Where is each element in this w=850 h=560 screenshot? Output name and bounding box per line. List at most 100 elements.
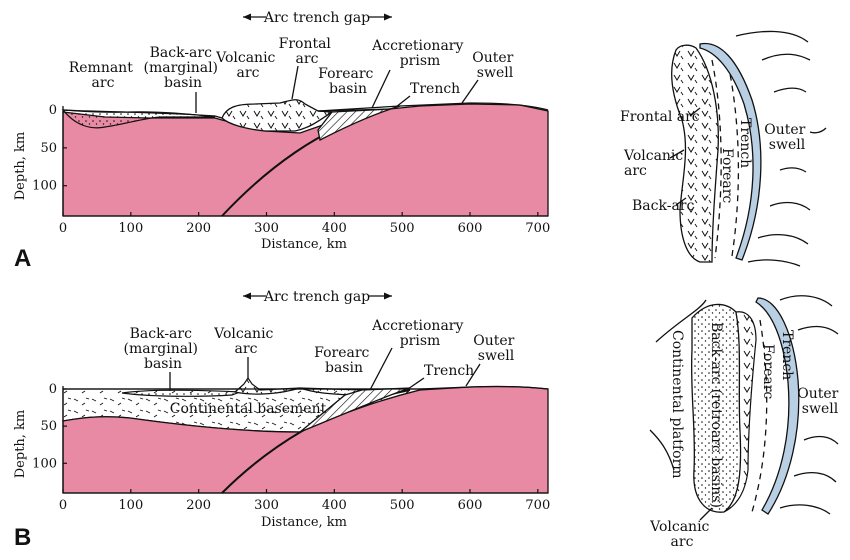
- map-outer-swell-label-b: Outer swell: [797, 386, 843, 417]
- leader-map-volcanic-a: [669, 149, 685, 159]
- ticks-a: 0 100 200 300 400 500 600 700 0 50 100: [32, 103, 550, 236]
- leader-map-back-arc: [675, 197, 687, 206]
- map-volcanic-arc-label-b: Volcanic arc: [649, 519, 714, 550]
- leader-frontal-arc-a: [291, 65, 299, 100]
- leader-prism-b: [369, 347, 393, 391]
- leader-prism-a: [371, 69, 391, 109]
- panel-letter-a: A: [14, 245, 31, 272]
- leader-swell-b: [465, 363, 481, 387]
- map-trench-label-b: Trench: [779, 330, 795, 380]
- y-tick-label-b-100: 100: [32, 456, 57, 471]
- swell-arc-1: [735, 30, 809, 43]
- y-tick-label-a-0: 0: [49, 103, 57, 118]
- map-forearc-label-b: Forearc: [760, 344, 776, 399]
- volcanic-arc-label-b: Volcanic arc: [213, 326, 278, 357]
- x-tick-label-b-600: 600: [458, 498, 483, 513]
- depth-axis-label-a: Depth, km: [13, 132, 28, 201]
- leader-trench-a: [395, 95, 411, 108]
- x-tick-label-b-0: 0: [59, 498, 67, 513]
- x-tick-label-b-700: 700: [525, 498, 550, 513]
- map-forearc-label-a: Forearc: [719, 148, 735, 203]
- y-tick-label-b-50: 50: [40, 419, 57, 434]
- swell-arc-6: [757, 233, 809, 245]
- x-tick-label-a-700: 700: [525, 221, 550, 236]
- map-outer-swell-label-a: Outer swell: [764, 122, 810, 153]
- swell-arc-b2: [797, 325, 839, 335]
- distance-axis-label-b: Distance, km: [261, 515, 347, 530]
- x-tick-label-a-200: 200: [186, 221, 211, 236]
- map-volcanic-arc-label-a: Volcanic arc: [623, 148, 688, 179]
- swell-arc-b3: [803, 435, 839, 445]
- x-tick-label-b-300: 300: [254, 498, 279, 513]
- map-b: Continental platform Back-arc (retroarc …: [649, 295, 843, 550]
- leader-map-frontal: [689, 107, 701, 117]
- x-tick-label-b-500: 500: [390, 498, 415, 513]
- outer-swell-label-a: Outer swell: [472, 50, 518, 81]
- trench-strip-map-a: [699, 42, 762, 261]
- x-tick-label-a-600: 600: [458, 221, 483, 236]
- forearc-basin-label-a: Forearc basin: [318, 66, 378, 97]
- panel-a-section: Arc trench gap 0 100 200 300 400 500 600 700 0 50…: [13, 10, 550, 272]
- swell-arc-7: [747, 259, 801, 267]
- leader-trench-b: [407, 377, 425, 390]
- continental-basement-label: Continental basement: [170, 401, 327, 417]
- volcanic-strip-map-b: [723, 311, 757, 513]
- x-tick-label-a-500: 500: [390, 221, 415, 236]
- map-trench-label-a: Trench: [737, 118, 753, 168]
- back-arc-basin-label-b: Back-arc (marginal) basin: [124, 326, 203, 372]
- panel-letter-b: B: [14, 524, 31, 551]
- map-frontal-arc-label: Frontal arc: [620, 109, 700, 125]
- leader-map-volcanic-b: [699, 507, 713, 521]
- x-tick-label-b-400: 400: [322, 498, 347, 513]
- volcanic-arc-b: [233, 376, 301, 395]
- map-continental-platform-label: Continental platform: [669, 330, 685, 478]
- continental-platform-outline: [649, 299, 707, 471]
- x-tick-label-a-0: 0: [59, 221, 67, 236]
- panel-b-section: Arc trench gap 0 100 200 300 400 500 600 700 0 50…: [13, 289, 550, 551]
- ticks-b: 0 100 200 300 400 500 600 700 0 50 100: [32, 382, 550, 513]
- x-tick-label-a-300: 300: [254, 221, 279, 236]
- swell-arc-5: [769, 201, 811, 211]
- forearc-line-map-b: [751, 319, 768, 513]
- accretionary-prism-label-b: Accretionary prism: [371, 318, 468, 349]
- trench-label-b: Trench: [424, 363, 474, 379]
- map-back-arc-label: Back-arc: [632, 198, 694, 214]
- swell-arc-b5: [779, 504, 831, 515]
- x-tick-label-b-100: 100: [118, 498, 143, 513]
- swell-arc-8: [809, 127, 827, 134]
- map-back-arc-retroarc-label: Back-arc (retroarc basins): [708, 322, 724, 508]
- trench-label-a: Trench: [410, 81, 460, 97]
- accretionary-prism-label-a: Accretionary prism: [371, 38, 468, 69]
- swell-arc-b1: [779, 295, 833, 307]
- x-tick-label-a-100: 100: [118, 221, 143, 236]
- back-arc-basin-b: [121, 389, 241, 397]
- swell-arc-b4: [793, 471, 837, 483]
- y-tick-label-a-100: 100: [32, 179, 57, 194]
- forearc-line2-map-a: [727, 63, 740, 257]
- arc-trench-gap-label-b: Arc trench gap: [263, 289, 370, 305]
- y-tick-label-a-50: 50: [40, 141, 57, 156]
- forearc-basin-label-b: Forearc basin: [314, 345, 374, 376]
- swell-arc-4: [779, 167, 807, 173]
- swell-arc-3: [773, 87, 807, 93]
- x-tick-label-a-400: 400: [322, 221, 347, 236]
- y-tick-label-b-0: 0: [49, 382, 57, 397]
- leader-swell-a: [461, 79, 479, 104]
- arc-trench-gap-label: Arc trench gap: [263, 10, 370, 26]
- volcanic-arc-body: [221, 99, 334, 132]
- arc-strip-map-a: [671, 44, 719, 263]
- remnant-arc-label: Remnant arc: [69, 60, 138, 91]
- seafloor-b: [63, 385, 549, 390]
- distance-axis-label-a: Distance, km: [261, 237, 347, 252]
- x-tick-label-b-200: 200: [186, 498, 211, 513]
- volcanic-arc-label-a: Volcanic arc: [215, 50, 280, 81]
- trench-strip-map-b: [755, 297, 800, 515]
- outer-swell-label-b: Outer swell: [473, 333, 519, 364]
- forearc-line-map-a: [711, 59, 722, 259]
- seafloor-a: [62, 102, 549, 119]
- frontal-arc-label-a: Frontal arc: [279, 36, 336, 67]
- map-a: Frontal arc Volcanic arc Back-arc Trench…: [620, 30, 827, 267]
- swell-arc-2: [761, 53, 811, 61]
- depth-axis-label-b: Depth, km: [13, 410, 28, 479]
